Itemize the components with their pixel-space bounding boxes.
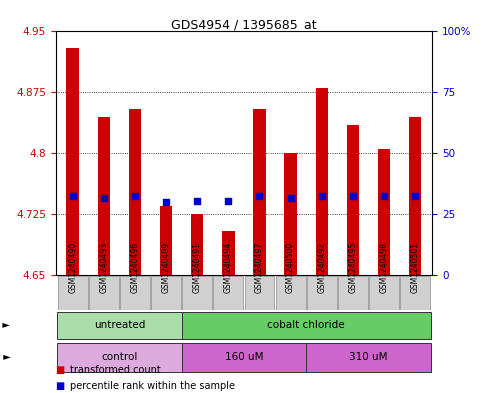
- FancyBboxPatch shape: [57, 343, 182, 372]
- Text: GSM1240493: GSM1240493: [99, 242, 108, 293]
- Text: GSM1240494: GSM1240494: [224, 242, 233, 293]
- Point: [380, 193, 388, 199]
- Bar: [284, 153, 297, 275]
- Text: GSM1240490: GSM1240490: [68, 242, 77, 293]
- Text: cobalt chloride: cobalt chloride: [268, 320, 345, 331]
- FancyBboxPatch shape: [307, 276, 337, 310]
- Text: transformed count: transformed count: [70, 365, 161, 375]
- Bar: [191, 214, 203, 275]
- Point: [256, 193, 263, 199]
- Text: dose ►: dose ►: [0, 353, 10, 362]
- Bar: [378, 149, 390, 275]
- Bar: [347, 125, 359, 275]
- FancyBboxPatch shape: [276, 276, 306, 310]
- Bar: [409, 117, 421, 275]
- Point: [287, 195, 295, 201]
- Text: GSM1240501: GSM1240501: [411, 242, 420, 293]
- FancyBboxPatch shape: [400, 276, 430, 310]
- FancyBboxPatch shape: [369, 276, 399, 310]
- FancyBboxPatch shape: [213, 276, 243, 310]
- Point: [69, 193, 76, 199]
- FancyBboxPatch shape: [338, 276, 368, 310]
- Point: [349, 193, 357, 199]
- Point: [193, 197, 201, 204]
- Title: GDS4954 / 1395685_at: GDS4954 / 1395685_at: [171, 18, 317, 31]
- Text: GSM1240491: GSM1240491: [193, 242, 202, 293]
- Bar: [222, 231, 235, 275]
- Text: 160 uM: 160 uM: [225, 353, 263, 362]
- Text: ■: ■: [56, 365, 65, 375]
- Text: GSM1240498: GSM1240498: [380, 242, 388, 293]
- Point: [225, 197, 232, 204]
- Text: GSM1240495: GSM1240495: [348, 242, 357, 293]
- Text: GSM1240496: GSM1240496: [130, 242, 140, 293]
- Point: [100, 195, 108, 201]
- Text: GSM1240497: GSM1240497: [255, 242, 264, 293]
- Point: [412, 193, 419, 199]
- Point: [162, 199, 170, 205]
- FancyBboxPatch shape: [244, 276, 274, 310]
- FancyBboxPatch shape: [306, 343, 431, 372]
- FancyBboxPatch shape: [120, 276, 150, 310]
- Bar: [160, 206, 172, 275]
- FancyBboxPatch shape: [182, 312, 431, 339]
- FancyBboxPatch shape: [89, 276, 119, 310]
- FancyBboxPatch shape: [182, 343, 306, 372]
- Bar: [315, 88, 328, 275]
- FancyBboxPatch shape: [58, 276, 87, 310]
- Bar: [67, 48, 79, 275]
- FancyBboxPatch shape: [151, 276, 181, 310]
- Text: 310 uM: 310 uM: [349, 353, 388, 362]
- Text: GSM1240499: GSM1240499: [162, 242, 170, 293]
- Point: [131, 193, 139, 199]
- Point: [318, 193, 326, 199]
- Text: GSM1240500: GSM1240500: [286, 242, 295, 293]
- Text: ■: ■: [56, 381, 65, 391]
- Text: control: control: [101, 353, 138, 362]
- Bar: [98, 117, 110, 275]
- Text: untreated: untreated: [94, 320, 145, 331]
- Text: percentile rank within the sample: percentile rank within the sample: [70, 381, 235, 391]
- Bar: [128, 108, 141, 275]
- Text: agent ►: agent ►: [0, 320, 10, 331]
- FancyBboxPatch shape: [57, 312, 182, 339]
- FancyBboxPatch shape: [182, 276, 212, 310]
- Text: GSM1240492: GSM1240492: [317, 242, 326, 293]
- Bar: [253, 108, 266, 275]
